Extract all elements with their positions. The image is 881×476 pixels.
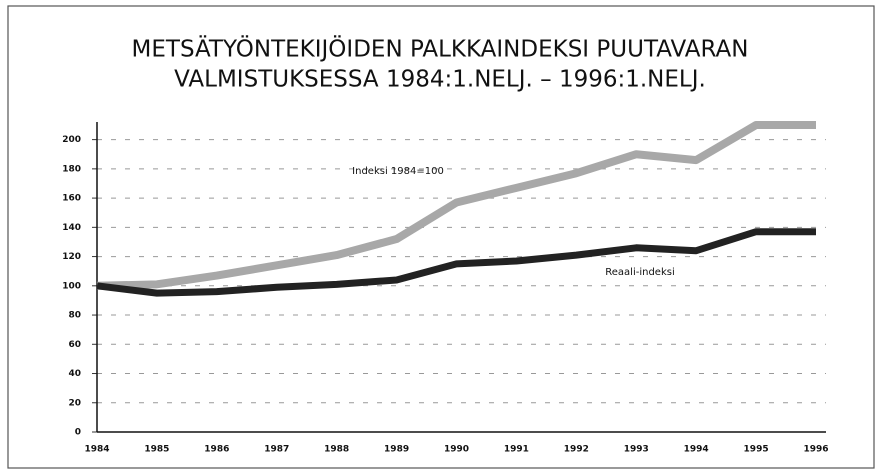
x-tick-label: 1991 [504,445,529,455]
x-tick-label: 1996 [803,445,828,455]
y-tick-label: 180 [62,164,81,174]
y-tick-label: 80 [68,311,81,321]
x-tick-label: 1984 [84,445,109,455]
y-tick-label: 40 [68,369,81,379]
y-tick-label: 0 [75,428,81,438]
series-label: Reaali-indeksi [605,267,674,278]
x-tick-label: 1993 [624,445,649,455]
x-tick-label: 1990 [444,445,469,455]
series-label: Indeksi 1984=100 [352,166,444,177]
frame [7,5,875,469]
y-tick-label: 120 [62,252,81,262]
y-tick-label: 60 [68,340,81,350]
y-tick-label: 20 [68,398,81,408]
x-tick-label: 1987 [264,445,289,455]
x-tick-label: 1985 [144,445,169,455]
y-tick-label: 200 [62,135,81,145]
x-tick-label: 1989 [384,445,409,455]
x-tick-label: 1986 [204,445,229,455]
series-line [96,121,816,290]
x-tick-label: 1995 [744,445,769,455]
chart-title: METSÄTYÖNTEKIJÖIDEN PALKKAINDEKSI PUUTAV… [132,35,749,63]
x-tick-label: 1994 [684,445,709,455]
y-tick-label: 100 [62,281,81,291]
y-tick-label: 160 [62,194,81,204]
x-tick-label: 1992 [564,445,589,455]
y-tick-label: 140 [62,223,81,233]
series-line [96,228,816,297]
chart-title: VALMISTUKSESSA 1984:1.NELJ. – 1996:1.NEL… [174,67,706,93]
x-tick-label: 1988 [324,445,349,455]
